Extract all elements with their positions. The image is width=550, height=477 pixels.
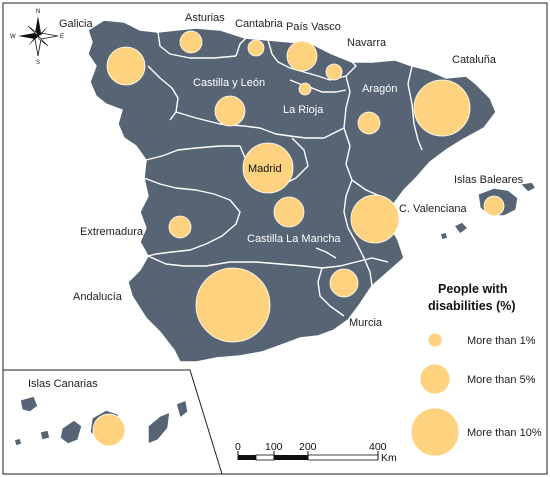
- bubble-castilla-y-leon: [214, 95, 246, 127]
- label-navarra: Navarra: [347, 37, 387, 49]
- label-c-valenciana: C. Valenciana: [399, 203, 468, 215]
- bubble-la-rioja: [298, 82, 312, 96]
- label-asturias: Asturias: [185, 12, 225, 24]
- scale-tick-0: 0: [235, 441, 241, 453]
- label-aragon: Aragón: [362, 83, 397, 95]
- bubble-madrid: [242, 142, 294, 194]
- compass-rose-icon: N S E W: [10, 9, 64, 66]
- label-castilla-y-leon: Castilla y León: [193, 77, 265, 89]
- scale-tick-200: 200: [299, 441, 317, 453]
- bubble-aragon: [357, 111, 381, 135]
- label-islas-baleares: Islas Baleares: [454, 174, 524, 186]
- label-cataluna: Cataluña: [452, 54, 497, 66]
- label-cantabria: Cantabria: [235, 18, 284, 30]
- legend: People with disabilities (%) More than 1…: [410, 282, 542, 457]
- bubble-asturias: [179, 30, 203, 54]
- legend-bubble-1: [427, 332, 443, 348]
- scale-bar: 0 100 200 400 Km: [235, 441, 397, 464]
- bubble-islas-baleares: [483, 195, 505, 217]
- label-pais-vasco: País Vasco: [286, 21, 341, 33]
- bubble-murcia: [329, 268, 359, 298]
- legend-title-line2: disabilities (%): [428, 299, 516, 313]
- bubble-cantabria: [247, 39, 265, 57]
- legend-title-line1: People with: [438, 282, 507, 296]
- bubble-castilla-la-mancha: [273, 196, 305, 228]
- compass-n: N: [36, 9, 40, 15]
- label-islas-canarias: Islas Canarias: [28, 378, 98, 390]
- bubble-islas-canarias: [92, 413, 126, 447]
- bubble-galicia: [106, 46, 146, 86]
- legend-bubble-5: [419, 363, 451, 395]
- bubble-pais-vasco: [286, 40, 318, 72]
- label-extremadura: Extremadura: [80, 226, 144, 238]
- bubbles: [92, 30, 505, 447]
- scale-unit: Km: [381, 452, 397, 464]
- compass-s: S: [36, 60, 40, 66]
- label-andalucia: Andalucía: [73, 291, 123, 303]
- compass-e: E: [60, 34, 64, 40]
- label-castilla-la-mancha: Castilla La Mancha: [247, 233, 341, 245]
- bubble-extremadura: [168, 215, 192, 239]
- label-galicia: Galicia: [59, 18, 94, 30]
- bubble-andalucia: [195, 267, 271, 343]
- scale-tick-100: 100: [265, 441, 283, 453]
- legend-label-10: More than 10%: [467, 427, 542, 439]
- legend-label-5: More than 5%: [467, 374, 536, 386]
- label-murcia: Murcia: [349, 317, 383, 329]
- bubble-c-valenciana: [350, 194, 400, 244]
- bubble-cataluna: [413, 79, 471, 137]
- legend-label-1: More than 1%: [467, 335, 536, 347]
- region-labels: Galicia Asturias Cantabria País Vasco Na…: [28, 12, 524, 390]
- label-la-rioja: La Rioja: [283, 104, 324, 116]
- bubble-navarra: [325, 63, 343, 81]
- scale-tick-400: 400: [369, 441, 387, 453]
- compass-w: W: [10, 34, 16, 40]
- label-madrid: Madrid: [248, 163, 282, 175]
- legend-bubble-10: [410, 407, 460, 457]
